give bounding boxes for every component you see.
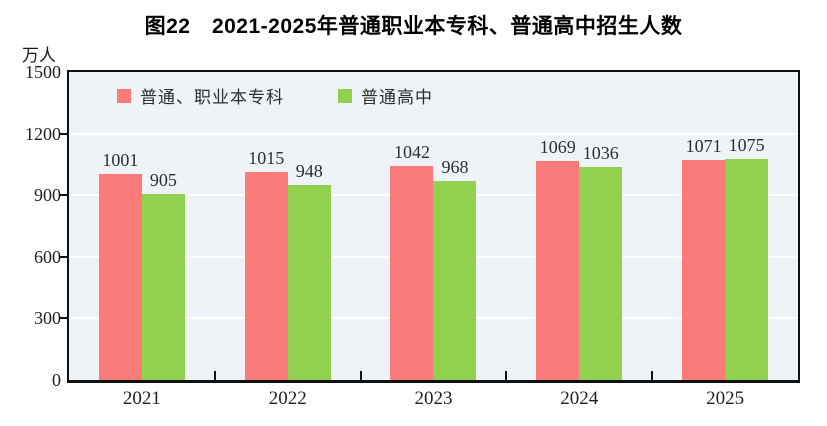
y-axis-label-900: 900 <box>34 185 61 206</box>
y-axis-tick-1200 <box>60 132 69 135</box>
bar-value-label-2024-series-1: 1036 <box>582 143 619 164</box>
bar-value-label-2022-series-0: 1015 <box>248 147 285 168</box>
bar-value-label-2021-series-1: 905 <box>149 170 177 191</box>
bar-2025-series-1: 1075 <box>725 135 769 380</box>
y-axis-tick-600 <box>60 255 69 258</box>
x-axis-label-2022: 2022 <box>268 388 307 409</box>
gridline-1200 <box>69 132 798 135</box>
bar-group-2025: 1071 1075 <box>652 72 798 380</box>
bar-value-label-2025-series-1: 1075 <box>728 135 765 156</box>
x-axis-tick-3 <box>505 371 508 380</box>
x-axis-tick-2 <box>359 371 362 380</box>
legend-label-vocational: 普通、职业本专科 <box>140 88 284 107</box>
legend-item-highschool: 普通高中 <box>338 83 433 108</box>
bar-value-label-2022-series-1: 948 <box>295 161 323 182</box>
legend-swatch-highschool <box>338 88 352 103</box>
bar-2024-series-0: 1069 <box>536 137 580 380</box>
y-axis-label-600: 600 <box>34 246 61 267</box>
y-axis-label-0: 0 <box>52 370 61 390</box>
y-axis-label-1200: 1200 <box>25 123 61 144</box>
x-axis-tick-4 <box>651 371 654 380</box>
x-axis-label-2025: 2025 <box>706 388 745 409</box>
x-axis-label-2024: 2024 <box>560 388 599 409</box>
bar-2023-series-1: 968 <box>433 157 477 380</box>
legend-swatch-vocational <box>117 88 131 103</box>
bar-group-2021: 1001 905 <box>69 72 215 380</box>
bar-value-label-2021-series-0: 1001 <box>102 150 139 171</box>
x-axis-label-2021: 2021 <box>122 388 161 409</box>
y-axis-tick-900 <box>60 194 69 197</box>
x-axis-label-2023: 2023 <box>414 388 453 409</box>
y-axis-unit-label: 万人 <box>22 46 56 65</box>
bar-value-label-2023-series-1: 968 <box>441 157 469 178</box>
bar-2022-series-0: 1015 <box>244 148 288 380</box>
bar-2023-series-0: 1042 <box>390 142 434 380</box>
y-axis-tick-300 <box>60 317 69 320</box>
chart-region: 0 300 600 900 1200 1500 2021 1001 905 2022 1015 948… <box>25 62 800 409</box>
x-axis-tick-1 <box>213 371 216 380</box>
legend: 普通、职业本专科 普通高中 <box>117 83 433 108</box>
legend-label-highschool: 普通高中 <box>361 88 433 107</box>
bar-group-2024: 1069 1036 <box>506 72 652 380</box>
bar-2022-series-1: 948 <box>287 161 331 380</box>
bar-2021-series-1: 905 <box>141 170 185 380</box>
plot-area: 0 300 600 900 1200 1500 2021 1001 905 2022 1015 948… <box>25 62 800 409</box>
bar-2025-series-0: 1071 <box>682 136 726 380</box>
bar-group-2022: 1015 948 <box>215 72 361 380</box>
bar-value-label-2023-series-0: 1042 <box>393 142 430 163</box>
bar-group-2023: 1042 968 <box>361 72 507 380</box>
legend-item-vocational: 普通、职业本专科 <box>117 83 284 108</box>
bar-value-label-2025-series-0: 1071 <box>685 136 722 157</box>
chart-title: 图22 2021-2025年普通职业本专科、普通高中招生人数 <box>144 15 683 38</box>
bar-2024-series-1: 1036 <box>579 143 623 380</box>
y-axis-label-1500: 1500 <box>25 62 61 82</box>
bar-2021-series-0: 1001 <box>98 150 142 380</box>
bar-value-label-2024-series-0: 1069 <box>539 136 576 157</box>
y-axis-label-300: 300 <box>34 308 61 329</box>
